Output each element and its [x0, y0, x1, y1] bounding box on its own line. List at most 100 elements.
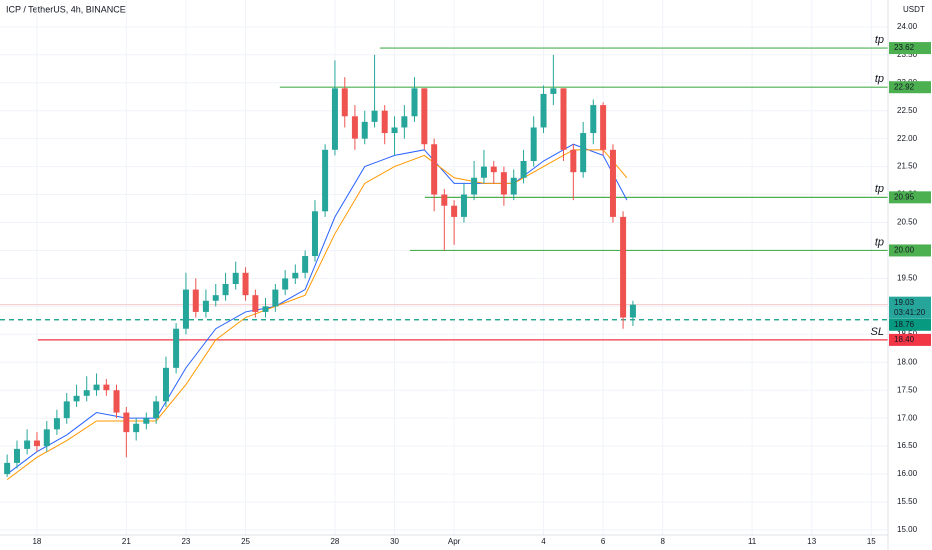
candle-body [322, 149, 329, 212]
level-label-box [889, 333, 931, 346]
level-tag: tp [875, 73, 884, 85]
y-tick-label: 22.00 [897, 134, 918, 143]
y-unit: USDT [903, 5, 925, 14]
level-label-box [889, 81, 931, 94]
candle-body [133, 423, 140, 433]
candle-body [103, 384, 110, 391]
candle-body [550, 88, 557, 94]
level-label-box [889, 244, 931, 257]
y-tick-label: 18.00 [897, 357, 918, 366]
y-tick-label: 23.50 [897, 50, 918, 59]
y-tick-label: 19.50 [897, 274, 918, 283]
candle-body [292, 272, 299, 279]
level-label: 20.00 [894, 246, 915, 255]
candle-body [242, 272, 249, 296]
dashed-level-label: 18.76 [894, 320, 915, 329]
level-label-box [889, 191, 931, 204]
candle-body [620, 216, 627, 318]
candle-body [560, 88, 567, 150]
candle-body [490, 166, 497, 173]
candle-body [629, 304, 636, 318]
candle-body [331, 88, 338, 150]
level-label: 22.92 [894, 82, 915, 91]
candle-body [361, 121, 368, 139]
level-tag: SL [871, 326, 884, 338]
candle-body [113, 390, 120, 413]
level-label: 20.95 [894, 192, 915, 201]
level-tag: tp [875, 183, 884, 195]
candle-body [451, 205, 458, 217]
candle-body [401, 116, 408, 128]
candle-body [143, 418, 150, 424]
y-tick-label: 15.50 [897, 497, 918, 506]
chart-title: ICP / TetherUS, 4h, BINANCE [6, 4, 126, 14]
level-label: 18.40 [894, 335, 915, 344]
y-tick-label: 16.50 [897, 441, 918, 450]
candle-body [53, 418, 60, 430]
candle-body [153, 401, 160, 419]
x-tick-label: 21 [122, 537, 131, 546]
candle-body [24, 440, 31, 449]
candle-body [182, 289, 189, 329]
candle-body [391, 127, 398, 134]
plot [0, 0, 888, 535]
candle-body [341, 88, 348, 117]
y-tick-label: 17.50 [897, 385, 918, 394]
candle-body [192, 289, 199, 312]
y-tick-label: 15.00 [897, 525, 918, 534]
y-tick-label: 22.50 [897, 106, 918, 115]
candle-body [202, 300, 209, 312]
x-tick-label: 18 [32, 537, 41, 546]
moving-average [6, 143, 628, 475]
level-label-box [889, 42, 931, 55]
candle-body [520, 161, 527, 178]
candle-body [471, 177, 478, 195]
candle-body [381, 110, 388, 134]
countdown-label: 03:41:20 [894, 308, 926, 317]
level-tag: tp [875, 34, 884, 46]
x-tick-label: 6 [601, 537, 606, 546]
candle-body [311, 211, 318, 257]
candle-body [540, 93, 547, 128]
candle-body [222, 283, 229, 296]
candle-body [351, 116, 358, 139]
candle-body [510, 177, 517, 195]
level-tag: tp [875, 236, 884, 248]
candle-body [13, 448, 20, 463]
x-tick-label: 8 [660, 537, 665, 546]
candle-body [63, 401, 70, 419]
candle-body [411, 88, 418, 117]
y-tick-label: 16.00 [897, 469, 918, 478]
moving-average [6, 149, 628, 481]
candle-body [431, 144, 438, 195]
candle-body [580, 133, 587, 173]
candle-body [4, 462, 11, 475]
x-tick-label: 13 [807, 537, 816, 546]
candle-body [212, 295, 219, 301]
candle-body [302, 256, 309, 273]
candle-body [600, 105, 607, 150]
candle-body [441, 194, 448, 206]
x-tick-label: 23 [181, 537, 190, 546]
candle-body [590, 105, 597, 134]
x-tick-label: 30 [390, 537, 399, 546]
candle-body [272, 289, 279, 307]
candle-body [123, 412, 130, 433]
candle-body [282, 278, 289, 290]
dashed-level-box [889, 318, 931, 331]
candle-body [500, 172, 507, 195]
candle-body [480, 166, 487, 178]
candle-body [371, 110, 378, 122]
x-tick-label: Apr [448, 537, 461, 546]
candle-body [460, 194, 467, 217]
candle-body [530, 127, 537, 162]
y-tick-label: 24.00 [897, 22, 918, 31]
y-tick-label: 20.50 [897, 218, 918, 227]
candle-body [232, 272, 239, 284]
candle-body [421, 88, 428, 145]
candle-body [262, 306, 269, 312]
candle-body [173, 328, 180, 368]
level-label: 23.62 [894, 43, 915, 52]
y-tick-label: 17.00 [897, 413, 918, 422]
